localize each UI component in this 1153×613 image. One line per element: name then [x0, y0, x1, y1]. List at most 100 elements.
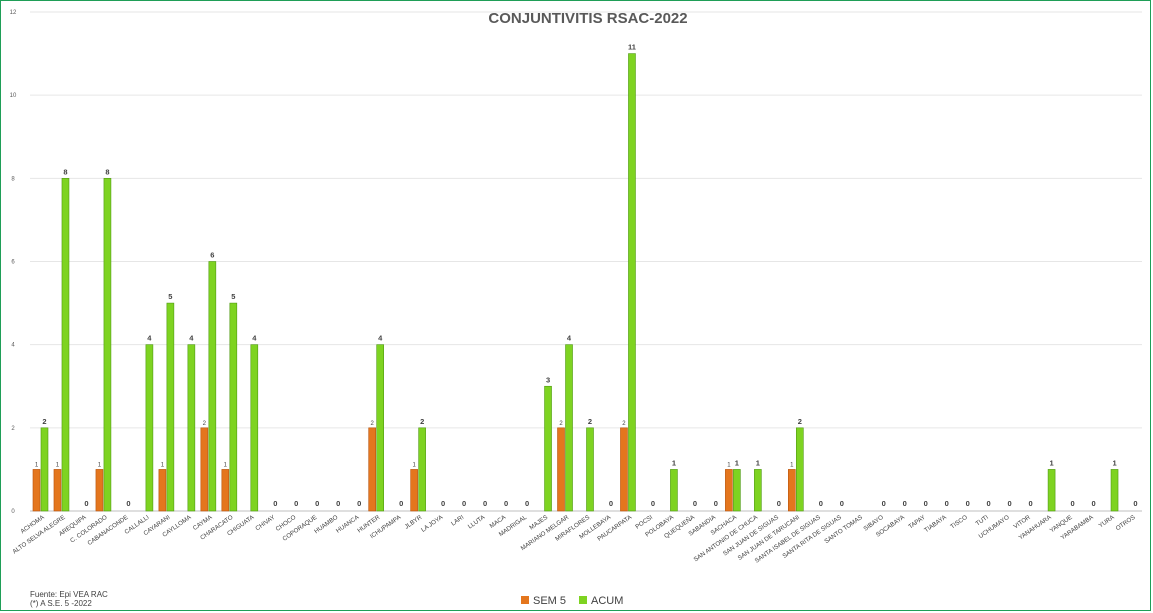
data-label-acum: 0	[945, 499, 949, 508]
y-tick-label: 12	[10, 10, 17, 16]
data-label-acum: 0	[357, 499, 361, 508]
y-axis-ticks: 0 2 4 6 8 10 12	[10, 10, 17, 515]
data-label-acum: 5	[231, 292, 235, 301]
data-label-acum: 0	[693, 499, 697, 508]
data-label-acum: 8	[63, 167, 67, 176]
data-label-acum: 11	[628, 43, 636, 52]
data-label-acum: 0	[336, 499, 340, 508]
data-label-acum: 4	[189, 334, 194, 343]
data-label-acum: 0	[609, 499, 613, 508]
data-label-acum: 0	[777, 499, 781, 508]
bar-acum	[733, 469, 741, 512]
bar-sem5	[788, 469, 796, 512]
legend: SEM 5 ACUM	[521, 595, 623, 607]
data-label-acum: 0	[1008, 499, 1012, 508]
bar-acum	[1110, 469, 1119, 512]
data-label-acum: 1	[1049, 458, 1053, 467]
data-label-acum: 0	[399, 499, 403, 508]
data-label-acum: 2	[420, 417, 424, 426]
data-label-acum: 0	[903, 499, 907, 508]
bar-sem5	[725, 469, 733, 512]
bar-acum	[250, 344, 259, 512]
chart-title: CONJUNTIVITIS RSAC-2022	[488, 10, 687, 27]
data-label-acum: 0	[462, 499, 466, 508]
data-label-sem5: 2	[371, 421, 375, 427]
source-note: Fuente: Epi VEA RAC	[30, 590, 108, 599]
data-label-acum: 0	[987, 499, 991, 508]
data-label-sem5: 1	[790, 462, 794, 468]
data-label-acum: 0	[819, 499, 823, 508]
data-label-sem5: 1	[98, 462, 102, 468]
bar-acum	[754, 469, 762, 512]
legend-label-acum: ACUM	[591, 595, 623, 607]
bar-acum	[1047, 469, 1056, 512]
data-label-acum: 0	[1091, 499, 1095, 508]
data-label-acum: 0	[1070, 499, 1074, 508]
data-label-acum: 0	[294, 499, 298, 508]
data-label-sem5: 1	[727, 462, 731, 468]
data-label-acum: 5	[168, 292, 172, 301]
bar-acum	[796, 427, 804, 512]
gridlines	[30, 11, 1142, 512]
data-label-acum: 0	[84, 499, 88, 508]
bar-acum	[229, 302, 238, 512]
data-label-sem5: 1	[35, 462, 39, 468]
data-label-acum: 2	[588, 417, 592, 426]
bar-acum	[61, 178, 70, 512]
bar-sem5	[557, 427, 565, 512]
bar-sem5	[410, 469, 418, 512]
bar-acum	[145, 344, 154, 512]
data-label-acum: 0	[504, 499, 508, 508]
data-label-acum: 1	[672, 458, 676, 467]
data-label-acum: 0	[840, 499, 844, 508]
data-label-acum: 1	[756, 458, 760, 467]
bar-acum	[103, 178, 112, 512]
x-tick-label: YURA	[1098, 513, 1117, 529]
x-tick-label: LA JOYA	[420, 513, 445, 533]
x-tick-label: TIABAYA	[923, 513, 948, 534]
data-label-acum: 0	[126, 499, 130, 508]
data-label-acum: 0	[1029, 499, 1033, 508]
data-label-acum: 0	[882, 499, 886, 508]
bar-sem5	[368, 427, 376, 512]
x-tick-label: SANTO TOMAS	[823, 514, 864, 545]
x-tick-label: TUTI	[975, 514, 991, 528]
data-label-acum: 0	[441, 499, 445, 508]
data-label-acum: 8	[105, 167, 109, 176]
data-label-sem5: 1	[161, 462, 165, 468]
y-tick-label: 8	[11, 176, 15, 182]
bar-sem5	[32, 469, 41, 512]
bars	[32, 53, 1119, 512]
bar-sem5	[620, 427, 628, 512]
y-tick-label: 6	[11, 260, 15, 266]
data-label-acum: 2	[798, 417, 802, 426]
bar-acum	[628, 53, 636, 512]
data-label-acum: 0	[1133, 499, 1137, 508]
bar-acum	[187, 344, 196, 512]
bar-acum	[376, 344, 384, 512]
bar-acum	[544, 385, 552, 512]
data-label-acum: 4	[252, 334, 257, 343]
bar-acum	[586, 427, 594, 512]
data-label-acum: 1	[1112, 458, 1116, 467]
data-label-acum: 3	[546, 375, 550, 384]
data-label-acum: 4	[147, 334, 152, 343]
footnote: (*) A S.E. 5 -2022	[30, 599, 92, 608]
x-tick-label: LARI	[450, 514, 466, 528]
data-label-acum: 0	[966, 499, 970, 508]
y-tick-label: 4	[11, 343, 15, 349]
bar-sem5	[53, 469, 62, 512]
y-tick-label: 10	[10, 93, 17, 99]
data-label-sem5: 1	[56, 462, 60, 468]
legend-label-sem5: SEM 5	[533, 595, 566, 607]
x-tick-label: CHIVAY	[254, 514, 276, 532]
data-label-sem5: 2	[559, 421, 563, 427]
data-label-acum: 0	[315, 499, 319, 508]
bar-acum	[565, 344, 573, 512]
data-label-sem5: 2	[203, 421, 207, 427]
data-label-acum: 6	[210, 251, 214, 260]
